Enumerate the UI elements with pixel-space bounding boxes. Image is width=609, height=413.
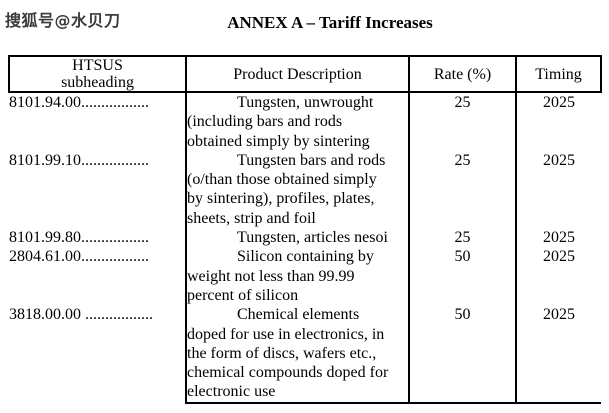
description-cell: Tungsten, unwrought (including bars and … <box>186 92 410 151</box>
header-row: HTSUS subheading Product Description Rat… <box>8 55 602 93</box>
rate-cell: 25 <box>409 92 517 151</box>
table-row: 3818.00.00 ................. Chemical el… <box>9 305 601 404</box>
timing-cell: 2025 <box>516 305 601 404</box>
htsus-cell: 8101.99.10................. <box>9 150 187 229</box>
table-row: 2804.61.00................. Silicon cont… <box>9 247 601 306</box>
page-title: ANNEX A – Tariff Increases <box>227 13 433 32</box>
description-cell: Tungsten, articles nesoi <box>186 228 410 248</box>
description-line: Tungsten, unwrought <box>237 94 374 111</box>
watermark-text: 搜狐号@水贝刀 <box>5 11 121 30</box>
description-line: (o/than those obtained simply <box>187 171 377 189</box>
rate-cell: 25 <box>409 150 517 229</box>
description-line: by sintering), profiles, plates, <box>187 190 375 208</box>
description-line: Chemical elements <box>237 306 360 324</box>
description-line: (including bars and rods <box>187 113 343 131</box>
description-line: doped for use in electronics, in <box>187 325 385 343</box>
htsus-cell: 3818.00.00 ................. <box>9 305 187 403</box>
table-row: 8101.94.00................. Tungsten, un… <box>9 92 601 151</box>
description-line: chemical compounds doped for <box>187 364 389 382</box>
timing-cell: 2025 <box>543 94 575 111</box>
column-header-htsus-subheading: HTSUS subheading <box>8 55 187 93</box>
column-header-timing: Timing <box>515 55 602 93</box>
table-row: 8101.99.80................. Tungsten, ar… <box>9 228 601 248</box>
timing-cell: 2025 <box>543 248 575 266</box>
htsus-cell: 8101.99.80................. <box>9 228 187 248</box>
column-header-rate: Rate (%) <box>408 55 517 93</box>
description-line: the form of discs, wafers etc., <box>187 344 377 362</box>
description-cell: Chemical elements doped for use in elect… <box>186 305 410 404</box>
rate-cell: 25 <box>409 228 517 248</box>
table-row: 8101.99.10................. Tungsten bar… <box>9 150 601 229</box>
tariff-increases-table: HTSUS subheading Product Description Rat… <box>8 55 602 404</box>
description-line: sheets, strip and foil <box>187 209 316 227</box>
description-line: percent of silicon <box>187 286 299 304</box>
timing-cell: 2025 <box>543 229 575 247</box>
description-line: Tungsten, articles nesoi <box>237 229 388 247</box>
htsus-cell: 8101.94.00................. <box>9 92 187 151</box>
rate-cell: 50 <box>409 305 517 404</box>
timing-cell: 2025 <box>543 151 575 169</box>
description-line: Tungsten bars and rods <box>237 151 386 169</box>
description-line: obtained simply by sintering <box>187 132 370 150</box>
description-line: electronic use <box>187 383 276 401</box>
table-body: 8101.94.00................. Tungsten, un… <box>9 92 601 404</box>
table-header: HTSUS subheading Product Description Rat… <box>8 55 602 93</box>
description-cell: Silicon containing by weight not less th… <box>186 247 410 306</box>
description-cell: Tungsten bars and rods (o/than those obt… <box>186 150 410 229</box>
column-header-product-description: Product Description <box>185 55 410 93</box>
description-line: Silicon containing by <box>237 248 374 266</box>
htsus-cell: 2804.61.00................. <box>9 247 187 306</box>
description-line: weight not less than 99.99 <box>187 267 355 285</box>
rate-cell: 50 <box>409 247 517 306</box>
